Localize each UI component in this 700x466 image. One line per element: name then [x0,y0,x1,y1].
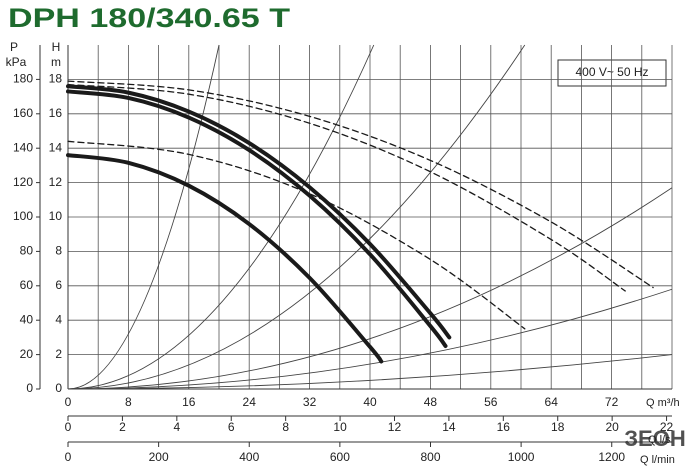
p-tick-label: 80 [20,244,34,258]
chart-title: DPH 180/340.65 T [8,3,291,33]
x3-tick-label: 0 [65,450,72,464]
system-curve [67,187,673,390]
x2-tick-label: 20 [605,420,619,434]
x3-tick-label: 800 [420,450,440,464]
x2-tick-label: 16 [497,420,511,434]
pump-curve [67,80,654,289]
x-tick-label: 16 [182,395,196,409]
x3-tick-label: 200 [149,450,169,464]
y-tick-label: 10 [49,209,63,223]
y-tick-label: 18 [49,72,63,86]
p-tick-label: 60 [20,278,34,292]
x2-axis-label: Q l/s [648,434,671,446]
x2-tick-label: 8 [282,420,289,434]
x-tick-label: 56 [484,395,498,409]
x-tick-label: 0 [65,395,72,409]
y-tick-label: 2 [55,347,62,361]
p-tick-label: 100 [13,209,33,223]
x3-axis-label: Q l/min [640,454,675,466]
x3-tick-label: 1000 [508,450,535,464]
system-curve [67,288,673,390]
system-curve [67,354,673,390]
y-tick-label: 6 [55,278,62,292]
y-tick-label: 14 [49,140,63,154]
x-tick-label: 40 [363,395,377,409]
pump-curve [66,89,448,348]
x-tick-label: 64 [545,395,559,409]
x-tick-label: 24 [243,395,257,409]
x3-tick-label: 1200 [598,450,625,464]
p-axis-label: P [10,40,18,54]
pump-curve [66,153,384,364]
x2-tick-label: 18 [551,420,565,434]
y-tick-label: 8 [55,244,62,258]
y-tick-label: 4 [55,312,62,326]
y-tick-label: 0 [55,381,62,395]
x2-tick-label: 12 [388,420,402,434]
x3-tick-label: 600 [330,450,350,464]
x-tick-label: 48 [424,395,438,409]
x2-tick-label: 6 [228,420,235,434]
x2-tick-label: 4 [173,420,180,434]
x2-tick-label: 10 [333,420,347,434]
x2-tick-label: 22 [660,420,674,434]
x2-tick-label: 0 [65,420,72,434]
p-tick-label: 180 [13,72,33,86]
h-axis-unit: m [51,55,61,69]
h-axis-label: H [52,40,61,54]
pump-curve [67,83,626,292]
watermark: ЗЕОН [624,426,685,451]
p-tick-label: 20 [20,347,34,361]
p-axis-unit: kPa [6,55,27,69]
p-tick-label: 40 [20,312,34,326]
p-tick-label: 120 [13,175,33,189]
system-curve [67,44,375,390]
p-tick-label: 140 [13,140,33,154]
pump-curve [67,140,526,330]
system-curve [67,44,220,390]
annotation-box [557,59,667,87]
y-tick-label: 16 [49,106,63,120]
x-tick-label: 72 [605,395,619,409]
pump-curve [66,84,452,340]
x-tick-label: 8 [125,395,132,409]
x-axis-label: Q m³/h [646,397,680,409]
annotation: 400 V~ 50 Hz [575,65,648,79]
p-tick-label: 0 [26,381,33,395]
x2-tick-label: 2 [119,420,126,434]
x-tick-label: 32 [303,395,317,409]
x3-tick-label: 400 [239,450,259,464]
system-curve [67,44,526,390]
y-tick-label: 12 [49,175,63,189]
p-tick-label: 160 [13,106,33,120]
x2-tick-label: 14 [442,420,456,434]
